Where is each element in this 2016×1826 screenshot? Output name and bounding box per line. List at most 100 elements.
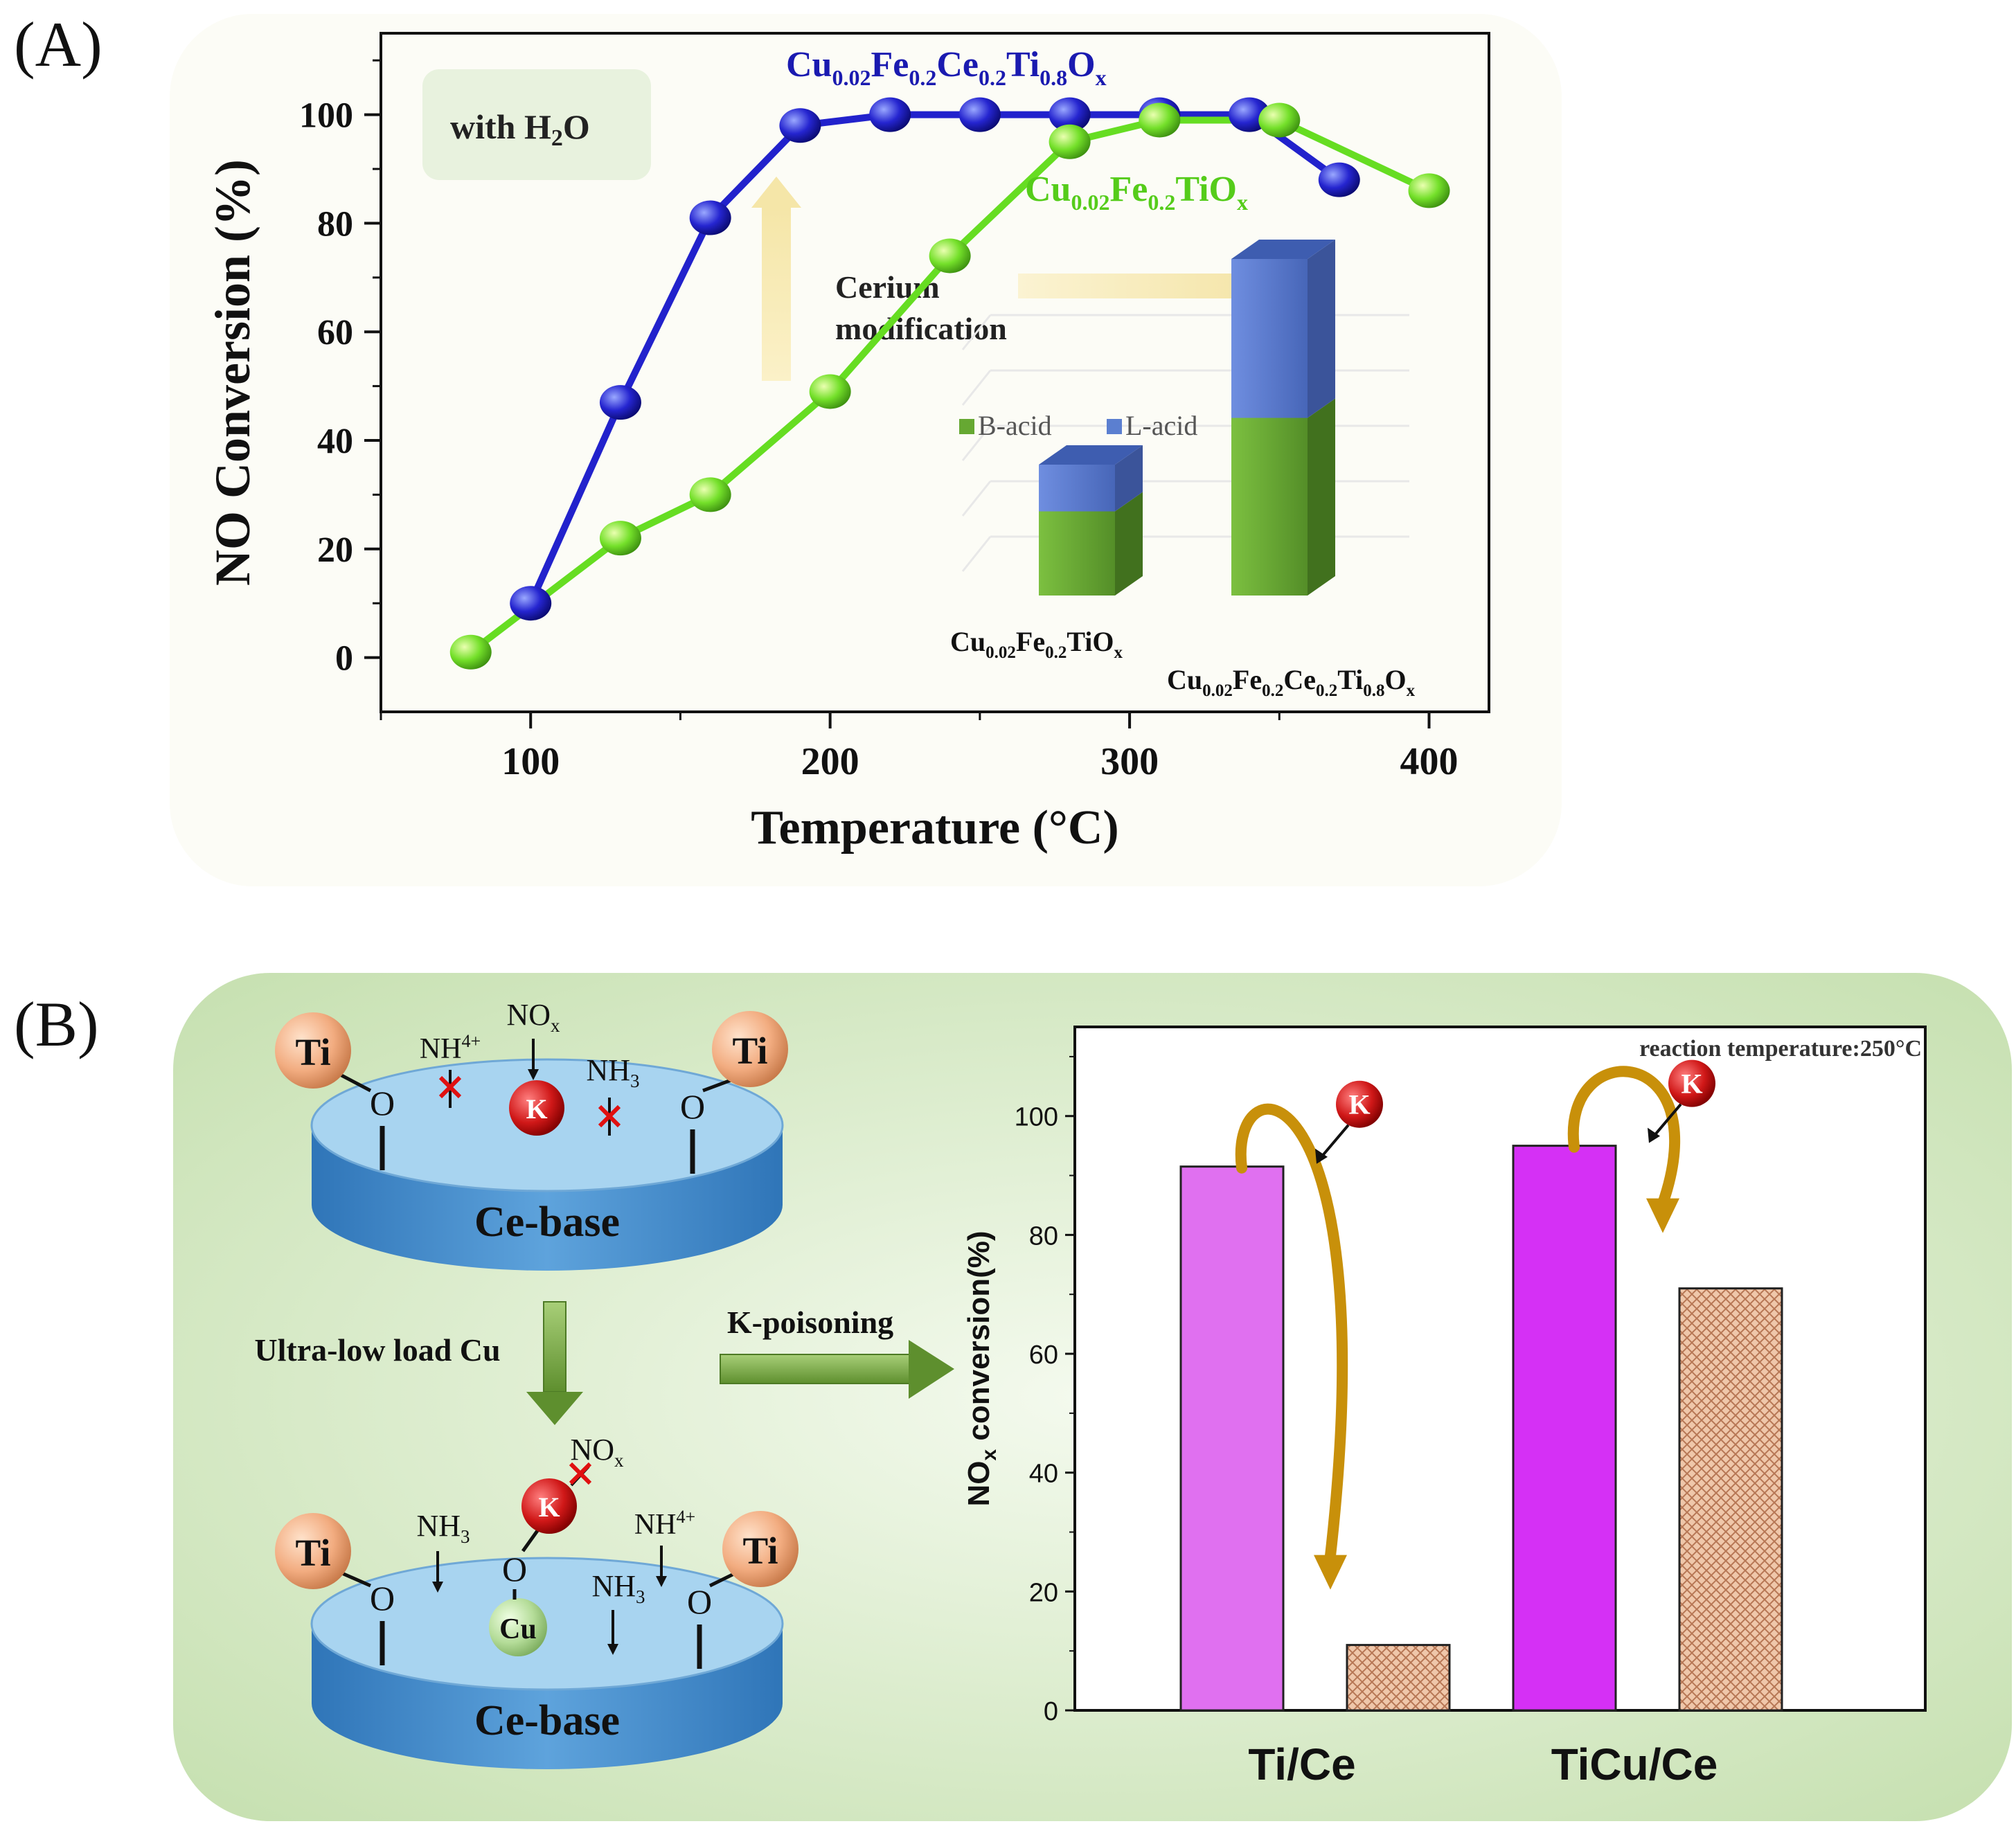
y-tick-label: 0 bbox=[335, 639, 353, 679]
inset-bar-l-acid bbox=[1039, 465, 1115, 512]
top-disk-label: Ce-base bbox=[474, 1199, 620, 1246]
series-label-1: Cu0.02Fe0.2Ce0.2Ti0.8Ox bbox=[786, 45, 1107, 90]
bar-k-poisoned bbox=[1346, 1644, 1451, 1712]
o-right-bottom-o: O bbox=[687, 1582, 712, 1621]
inset-category-1-part: Fe bbox=[1016, 626, 1045, 657]
inset-category-2-part: Ce bbox=[1283, 664, 1316, 695]
blocked-cross bbox=[569, 1462, 592, 1485]
inset-category-2-part: 0.2 bbox=[1316, 681, 1337, 700]
inset-category-2-part: Fe bbox=[1233, 664, 1262, 695]
legend-label-b-acid: B-acid bbox=[978, 410, 1052, 441]
legend-swatch-l-acid bbox=[1107, 419, 1122, 434]
data-point bbox=[449, 634, 492, 670]
nh3-bottom-right: NH3 bbox=[591, 1569, 645, 1607]
inset-grid bbox=[961, 481, 992, 517]
k-atom-bottom bbox=[521, 1478, 577, 1534]
k-pointer-head bbox=[1315, 1148, 1328, 1164]
chart-a-axes: 0 20 40 60 80 100 100 200 300 400 Temperature (°C)… bbox=[205, 59, 1459, 854]
down-arrow-head bbox=[526, 1392, 583, 1425]
k-atom-label: K bbox=[1681, 1068, 1702, 1100]
ti-atom bbox=[275, 1513, 351, 1589]
x-axis-title: Temperature (°C) bbox=[751, 801, 1119, 854]
k-atom-top-label: K bbox=[526, 1093, 547, 1125]
nh3-top-index: 3 bbox=[630, 1071, 640, 1091]
ti-atom bbox=[722, 1511, 799, 1587]
series-label-2-part: TiO bbox=[1175, 170, 1237, 209]
arrow-text-line2: modification bbox=[835, 311, 1007, 346]
b-y-tick-label: 100 bbox=[1015, 1103, 1058, 1132]
inset-grid bbox=[961, 425, 992, 461]
data-point bbox=[1258, 102, 1301, 138]
right-arrow-shaft bbox=[720, 1354, 911, 1384]
data-point bbox=[1049, 124, 1091, 159]
series-label-1-part: Fe bbox=[871, 45, 909, 84]
inset-chart: B-acid L-acidCu0.02Fe0.2TiOxCu0.02Fe0.2Ce… bbox=[950, 240, 1416, 700]
inset-category-1-part: 0.2 bbox=[1045, 643, 1067, 662]
o-left-top-o: O bbox=[370, 1084, 395, 1122]
panel-a: (A) with H2O 0 20 40 60 80 100 100 200 300 400 Tem… bbox=[14, 9, 1562, 886]
ultra-low-label: Ultra-low load Cu bbox=[254, 1332, 500, 1368]
ti-atom-label: Ti bbox=[296, 1031, 331, 1073]
b-y-tick-label: 80 bbox=[1029, 1221, 1058, 1251]
o-right-top-o: O bbox=[680, 1087, 705, 1126]
nh3-arrow-head bbox=[607, 1644, 618, 1655]
inset-category-2-part: O bbox=[1385, 664, 1407, 695]
series-label-2-part: 0.2 bbox=[1148, 190, 1175, 215]
poison-curve-arrowhead bbox=[1314, 1555, 1347, 1590]
inset-category-1-part: TiO bbox=[1067, 626, 1114, 657]
data-point bbox=[689, 200, 731, 235]
inset-category-2-part: Ti bbox=[1337, 664, 1363, 695]
cu-atom bbox=[489, 1598, 547, 1656]
inset-category-1: Cu0.02Fe0.2TiOx bbox=[950, 626, 1123, 662]
cu-atom-label: Cu bbox=[499, 1613, 537, 1645]
inset-category-2: Cu0.02Fe0.2Ce0.2Ti0.8Ox bbox=[1167, 664, 1416, 700]
series-line-1 bbox=[527, 111, 1341, 605]
series-label-1-part: Ce bbox=[936, 45, 979, 84]
data-point bbox=[958, 97, 1001, 132]
k-atom bbox=[1668, 1059, 1715, 1107]
b-y-tick-label: 0 bbox=[1044, 1697, 1058, 1726]
nh3-top: NH3 bbox=[586, 1053, 639, 1091]
annotation-box bbox=[422, 69, 651, 180]
ti-atom-label: Ti bbox=[733, 1030, 768, 1072]
x-tick-label: 300 bbox=[1100, 740, 1159, 783]
series-label-2-part: Fe bbox=[1109, 170, 1148, 209]
nh4-arrow-head bbox=[656, 1576, 667, 1587]
k-atom bbox=[1336, 1080, 1383, 1128]
inset-bar-side bbox=[1115, 445, 1143, 512]
y-tick-label: 20 bbox=[317, 530, 353, 570]
inset-category-2-part: Cu bbox=[1167, 664, 1202, 695]
bar-fresh bbox=[1512, 1145, 1617, 1712]
inset-bar-top bbox=[1231, 240, 1335, 259]
nh4-top-base: NH bbox=[420, 1033, 462, 1065]
o-cu: O bbox=[502, 1550, 527, 1588]
bottom-disk-label: Ce-base bbox=[474, 1697, 620, 1744]
y-tick-label: 40 bbox=[317, 422, 353, 461]
inset-bar-b-acid bbox=[1039, 511, 1115, 596]
nox-top-base: NO bbox=[506, 998, 551, 1032]
series-label-1-part: 0.8 bbox=[1040, 65, 1067, 90]
b-category-label: Ti/Ce bbox=[1248, 1739, 1355, 1789]
inset-bar-l-acid bbox=[1231, 259, 1308, 418]
series-label-1-part: 0.2 bbox=[979, 65, 1006, 90]
bar-k-poisoned bbox=[1678, 1287, 1783, 1712]
inset-category-1-part: Cu bbox=[950, 626, 985, 657]
series-label-1-part: x bbox=[1096, 65, 1107, 90]
nh3-bottom-left: NH3 bbox=[416, 1509, 470, 1547]
series-label-2-part: x bbox=[1237, 190, 1248, 215]
nox-bottom: NOx bbox=[570, 1433, 624, 1471]
inset-category-1-part: x bbox=[1114, 643, 1123, 662]
data-point bbox=[1139, 102, 1181, 138]
inset-category-1-part: 0.02 bbox=[985, 643, 1016, 662]
nox-top: NOx bbox=[506, 998, 560, 1036]
data-point bbox=[779, 108, 821, 143]
ti-atom-label: Ti bbox=[743, 1530, 778, 1572]
inset-grid bbox=[961, 536, 992, 572]
nh3-bottom-left-base: NH bbox=[416, 1509, 461, 1543]
nh4-top: NH4+ bbox=[420, 1031, 481, 1065]
inset-bar-top bbox=[1039, 445, 1143, 465]
blocked-cross bbox=[598, 1104, 621, 1128]
